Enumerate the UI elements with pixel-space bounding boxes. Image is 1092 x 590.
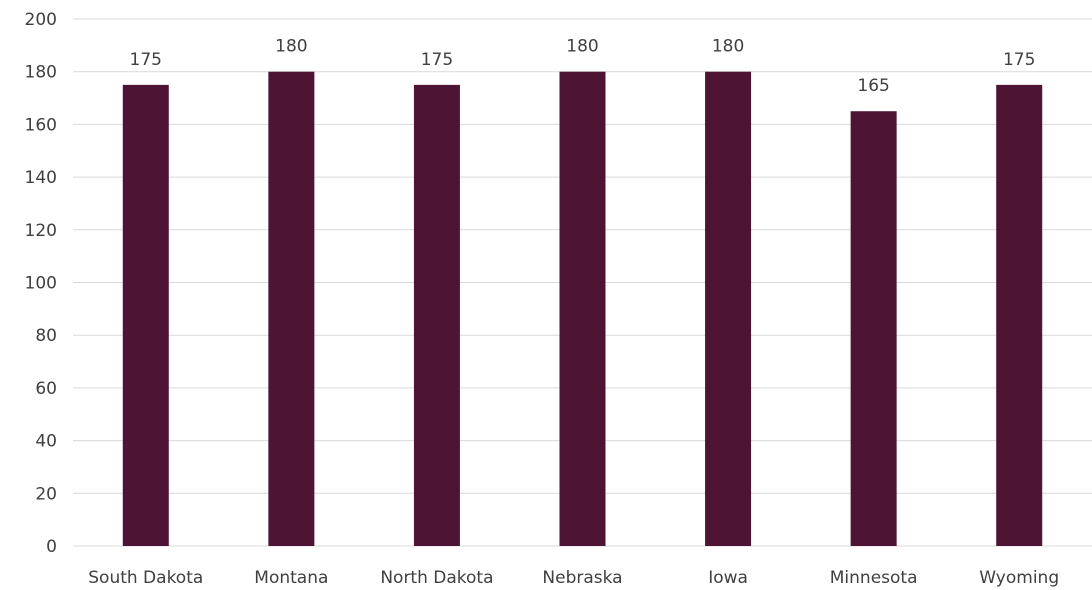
data-label-minnesota: 165 <box>857 76 889 96</box>
data-label-iowa: 180 <box>712 37 744 57</box>
bar-wyoming <box>996 84 1043 546</box>
bar-north-dakota <box>413 84 460 546</box>
data-label-wyoming: 175 <box>1003 50 1035 70</box>
y-tick-label-200: 200 <box>25 10 57 30</box>
y-tick-label-160: 160 <box>25 115 57 135</box>
data-label-south-dakota: 175 <box>130 50 162 70</box>
category-label-montana: Montana <box>254 568 328 588</box>
bar-nebraska <box>559 71 606 546</box>
category-label-wyoming: Wyoming <box>979 568 1059 588</box>
y-tick-label-140: 140 <box>25 168 57 188</box>
category-label-nebraska: Nebraska <box>542 568 622 588</box>
bar-iowa <box>705 71 752 546</box>
y-tick-label-100: 100 <box>25 274 57 294</box>
y-tick-label-40: 40 <box>35 432 57 452</box>
data-label-north-dakota: 175 <box>421 50 453 70</box>
y-tick-label-80: 80 <box>35 326 57 346</box>
y-tick-label-20: 20 <box>35 484 57 504</box>
bar-montana <box>268 71 315 546</box>
bar-minnesota <box>850 111 897 546</box>
category-label-south-dakota: South Dakota <box>88 568 203 588</box>
y-tick-label-120: 120 <box>25 221 57 241</box>
category-label-north-dakota: North Dakota <box>380 568 493 588</box>
y-tick-label-0: 0 <box>46 537 57 557</box>
y-tick-label-180: 180 <box>25 63 57 83</box>
data-label-montana: 180 <box>275 37 307 57</box>
data-label-nebraska: 180 <box>566 37 598 57</box>
data-labels: 175 180 175 180 180 165 175 <box>130 37 1036 97</box>
category-label-iowa: Iowa <box>708 568 748 588</box>
y-tick-label-60: 60 <box>35 379 57 399</box>
category-label-minnesota: Minnesota <box>830 568 918 588</box>
bar-south-dakota <box>122 84 169 546</box>
bars <box>122 71 1043 546</box>
y-axis-tick-labels: 0 20 40 60 80 100 120 140 160 180 200 <box>25 10 57 557</box>
x-axis-category-labels: South Dakota Montana North Dakota Nebraska I… <box>88 568 1059 588</box>
